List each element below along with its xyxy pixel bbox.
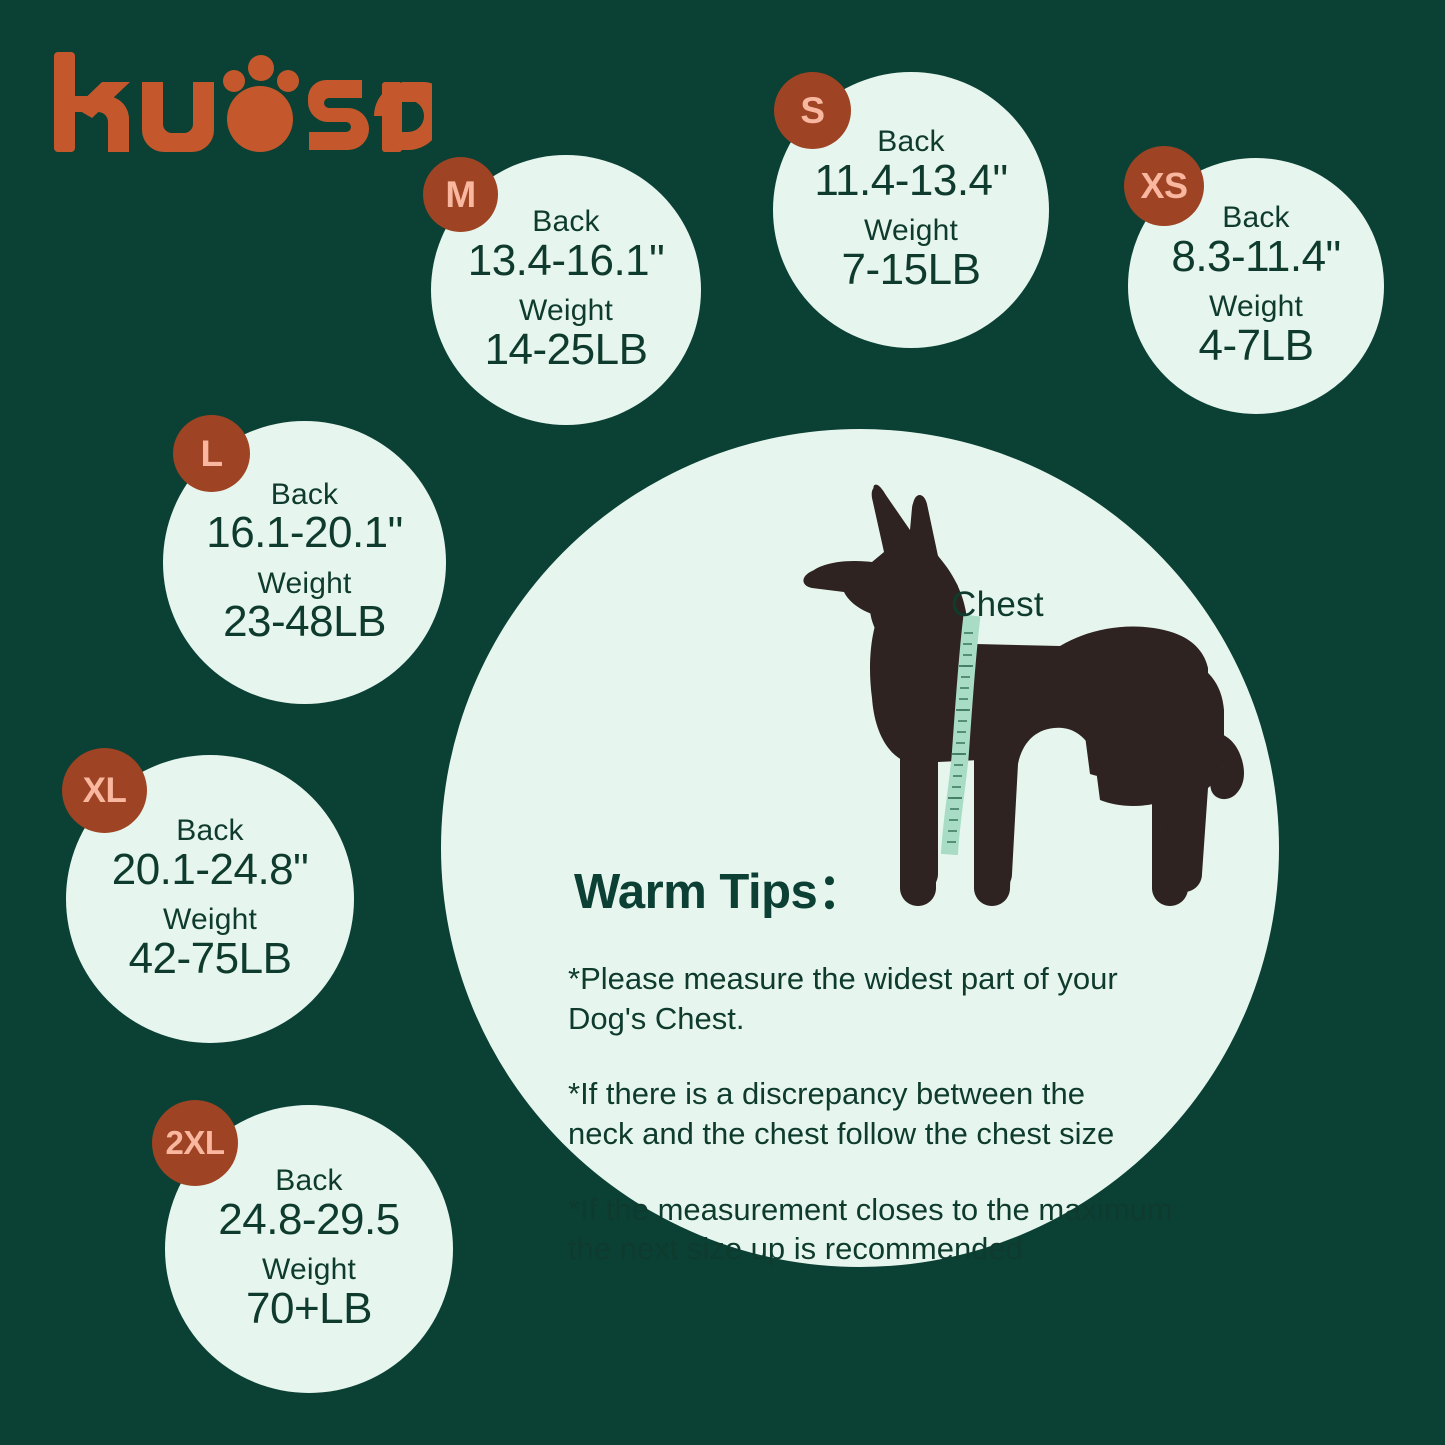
weight-value: 23-48LB: [223, 597, 386, 647]
warm-tips-block: Warm Tips： *Please measure the widest pa…: [568, 852, 1288, 1269]
back-value: 8.3-11.4": [1171, 231, 1341, 281]
back-label: Back: [176, 814, 244, 848]
size-badge-2xl[interactable]: 2XL: [152, 1100, 238, 1186]
dog-illustration: [760, 468, 1260, 948]
weight-value: 70+LB: [246, 1283, 372, 1333]
size-badge-m[interactable]: M: [423, 157, 498, 232]
warm-tip-item: *Please measure the widest part of your …: [568, 961, 1118, 1036]
back-value: 16.1-20.1": [206, 508, 403, 558]
back-label: Back: [270, 477, 339, 511]
back-value: 11.4-13.4": [814, 155, 1008, 205]
dog-silhouette-icon: [803, 484, 1244, 906]
weight-value: 7-15LB: [841, 244, 981, 294]
size-badge-s[interactable]: S: [774, 72, 851, 149]
chest-label: Chest: [951, 585, 1044, 624]
warm-tip-item: *If there is a discrepancy between the n…: [568, 1076, 1115, 1152]
back-label: Back: [877, 125, 945, 159]
size-badge-xl[interactable]: XL: [62, 748, 147, 833]
weight-label: Weight: [257, 566, 352, 600]
weight-value: 14-25LB: [484, 324, 648, 374]
back-value: 24.8-29.5: [218, 1194, 400, 1244]
brand-logo: [52, 52, 432, 162]
weight-label: Weight: [518, 294, 614, 327]
weight-label: Weight: [863, 214, 959, 247]
back-value: 13.4-16.1": [467, 235, 665, 285]
kuoser-logo-icon: [54, 52, 432, 152]
size-badge-xs[interactable]: XS: [1124, 146, 1204, 226]
warm-tip-item: *If the measurement closes to the maximu…: [568, 1191, 1173, 1267]
weight-label: Weight: [1208, 290, 1304, 323]
measuring-tape-icon: [940, 614, 981, 856]
weight-label: Weight: [162, 903, 258, 936]
warm-tips-title: Warm Tips：: [574, 865, 866, 919]
back-label: Back: [275, 1164, 343, 1198]
back-label: Back: [532, 205, 600, 239]
weight-value: 4-7LB: [1198, 320, 1314, 370]
back-label: Back: [1222, 201, 1290, 235]
weight-value: 42-75LB: [128, 933, 292, 983]
back-value: 20.1-24.8": [111, 844, 309, 894]
weight-label: Weight: [261, 1253, 357, 1286]
size-bubble-m: Back 13.4-16.1" Weight 14-25LB: [431, 155, 701, 425]
size-badge-l[interactable]: L: [173, 415, 250, 492]
